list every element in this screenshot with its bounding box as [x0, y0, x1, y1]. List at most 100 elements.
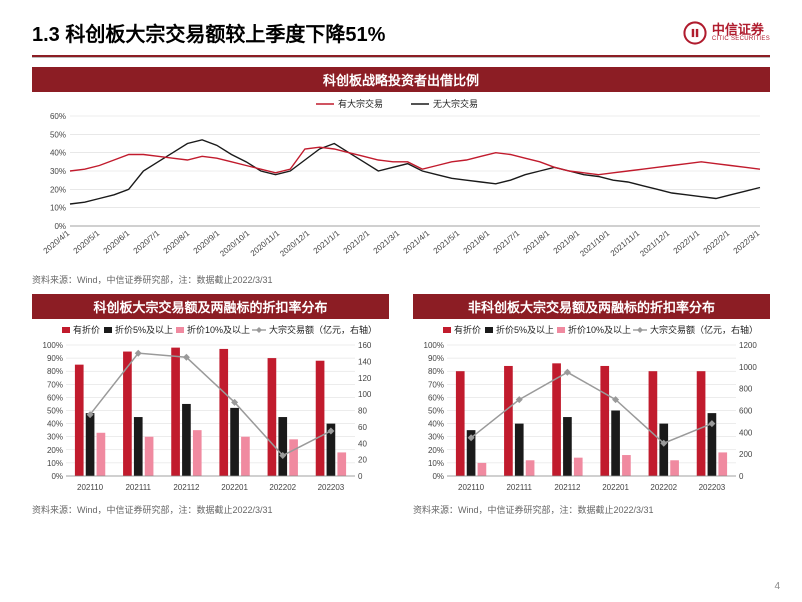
svg-text:202110: 202110 [77, 483, 104, 492]
svg-text:有大宗交易: 有大宗交易 [338, 98, 383, 109]
top-chart-source: 资料来源：Wind，中信证券研究部，注：数据截止2022/3/31 [32, 273, 770, 286]
svg-text:大宗交易额（亿元，右轴）: 大宗交易额（亿元，右轴） [269, 324, 377, 335]
top-chart-panel: 科创板战略投资者出借比例 0%10%20%30%40%50%60%有大宗交易无大… [32, 67, 770, 267]
svg-text:202202: 202202 [269, 483, 296, 492]
svg-text:20%: 20% [50, 185, 66, 194]
svg-text:2020/7/1: 2020/7/1 [132, 228, 162, 255]
svg-text:2020/12/1: 2020/12/1 [278, 228, 311, 258]
page-title: 1.3 科创板大宗交易额较上季度下降51% [32, 18, 385, 47]
svg-text:202112: 202112 [173, 483, 200, 492]
svg-text:400: 400 [739, 428, 753, 437]
svg-text:10%: 10% [428, 459, 444, 468]
bottom-right-source: 资料来源：Wind，中信证券研究部，注：数据截止2022/3/31 [413, 503, 770, 516]
svg-text:2021/7/1: 2021/7/1 [492, 228, 522, 255]
svg-text:2020/5/1: 2020/5/1 [72, 228, 102, 255]
svg-text:2020/6/1: 2020/6/1 [102, 228, 132, 255]
svg-text:20%: 20% [47, 446, 63, 455]
svg-text:50%: 50% [428, 407, 444, 416]
svg-text:60%: 60% [50, 112, 66, 121]
svg-text:80: 80 [358, 407, 367, 416]
svg-text:2022/3/1: 2022/3/1 [732, 228, 762, 255]
bottom-left-panel: 科创板大宗交易额及两融标的折扣率分布 0%10%20%30%40%50%60%7… [32, 294, 389, 516]
svg-text:10%: 10% [50, 204, 66, 213]
svg-text:202110: 202110 [458, 483, 485, 492]
svg-text:70%: 70% [47, 380, 63, 389]
bottom-right-title: 非科创板大宗交易额及两融标的折扣率分布 [413, 294, 770, 319]
svg-text:202111: 202111 [125, 483, 151, 492]
logo-text-cn: 中信证券 [712, 23, 770, 36]
svg-text:50%: 50% [50, 130, 66, 139]
bottom-right-panel: 非科创板大宗交易额及两融标的折扣率分布 0% 10% 20% 30% 40% 50% 60%… [413, 294, 770, 516]
page-header: 1.3 科创板大宗交易额较上季度下降51% 中信证券 CITIC SECURIT… [0, 0, 802, 55]
svg-text:2021/4/1: 2021/4/1 [402, 228, 432, 255]
logo-text-en: CITIC SECURITIES [712, 36, 770, 42]
svg-text:2022/1/1: 2022/1/1 [672, 228, 702, 255]
svg-text:160: 160 [358, 341, 372, 350]
svg-text:100: 100 [358, 390, 372, 399]
bottom-row: 科创板大宗交易额及两融标的折扣率分布 0%10%20%30%40%50%60%7… [0, 294, 802, 516]
svg-text:30%: 30% [428, 433, 444, 442]
svg-text:200: 200 [739, 450, 753, 459]
svg-text:2020/8/1: 2020/8/1 [162, 228, 192, 255]
svg-text:2021/10/1: 2021/10/1 [578, 228, 611, 258]
svg-text:40%: 40% [47, 420, 63, 429]
svg-text:202201: 202201 [221, 483, 248, 492]
svg-text:2021/8/1: 2021/8/1 [522, 228, 552, 255]
svg-text:202201: 202201 [602, 483, 629, 492]
svg-text:202203: 202203 [699, 483, 726, 492]
svg-text:100%: 100% [424, 341, 444, 350]
svg-text:折价5%及以上: 折价5%及以上 [496, 324, 554, 335]
svg-text:2020/11/1: 2020/11/1 [249, 228, 282, 258]
svg-text:60%: 60% [428, 393, 444, 402]
svg-text:600: 600 [739, 407, 753, 416]
svg-text:2021/2/1: 2021/2/1 [342, 228, 372, 255]
svg-text:2020/4/1: 2020/4/1 [42, 228, 72, 255]
svg-text:140: 140 [358, 357, 372, 366]
svg-text:1200: 1200 [739, 341, 757, 350]
svg-text:20%: 20% [428, 446, 444, 455]
header-rule [32, 55, 770, 57]
svg-text:60: 60 [358, 423, 367, 432]
top-line-chart: 0%10%20%30%40%50%60%有大宗交易无大宗交易2020/4/120… [32, 92, 770, 262]
svg-text:20: 20 [358, 456, 367, 465]
svg-text:30%: 30% [47, 433, 63, 442]
svg-text:2021/6/1: 2021/6/1 [462, 228, 492, 255]
svg-text:202202: 202202 [650, 483, 677, 492]
svg-text:2021/3/1: 2021/3/1 [372, 228, 402, 255]
svg-text:50%: 50% [47, 407, 63, 416]
svg-text:30%: 30% [50, 167, 66, 176]
svg-text:90%: 90% [47, 354, 63, 363]
svg-text:100%: 100% [43, 341, 63, 350]
svg-text:120: 120 [358, 374, 372, 383]
svg-text:202111: 202111 [506, 483, 532, 492]
svg-text:折价10%及以上: 折价10%及以上 [568, 324, 631, 335]
bottom-right-chart: 0% 10% 20% 30% 40% 50% 60% 70% 80% 90% 100% 0 200 400… [413, 319, 770, 494]
svg-text:0: 0 [358, 472, 363, 481]
svg-text:80%: 80% [428, 367, 444, 376]
svg-text:202203: 202203 [318, 483, 345, 492]
svg-text:2020/10/1: 2020/10/1 [218, 228, 251, 258]
svg-text:10%: 10% [47, 459, 63, 468]
page-number: 4 [774, 581, 780, 592]
svg-text:2022/2/1: 2022/2/1 [702, 228, 732, 255]
logo-icon [682, 20, 708, 46]
svg-text:有折价: 有折价 [454, 324, 481, 335]
svg-text:70%: 70% [428, 380, 444, 389]
svg-text:60%: 60% [47, 393, 63, 402]
svg-text:0: 0 [739, 472, 744, 481]
svg-text:90%: 90% [428, 354, 444, 363]
brand-logo: 中信证券 CITIC SECURITIES [682, 20, 770, 46]
svg-text:2021/11/1: 2021/11/1 [609, 228, 642, 258]
svg-text:0%: 0% [432, 472, 444, 481]
svg-text:80%: 80% [47, 367, 63, 376]
svg-text:40%: 40% [428, 420, 444, 429]
svg-text:大宗交易额（亿元，右轴）: 大宗交易额（亿元，右轴） [650, 324, 758, 335]
svg-text:折价10%及以上: 折价10%及以上 [187, 324, 250, 335]
svg-text:无大宗交易: 无大宗交易 [433, 98, 478, 109]
svg-text:40: 40 [358, 439, 367, 448]
svg-text:202112: 202112 [554, 483, 581, 492]
svg-text:800: 800 [739, 385, 753, 394]
svg-text:40%: 40% [50, 149, 66, 158]
bottom-left-chart: 0%10%20%30%40%50%60%70%80%90%100%0204060… [32, 319, 389, 494]
svg-text:有折价: 有折价 [73, 324, 100, 335]
